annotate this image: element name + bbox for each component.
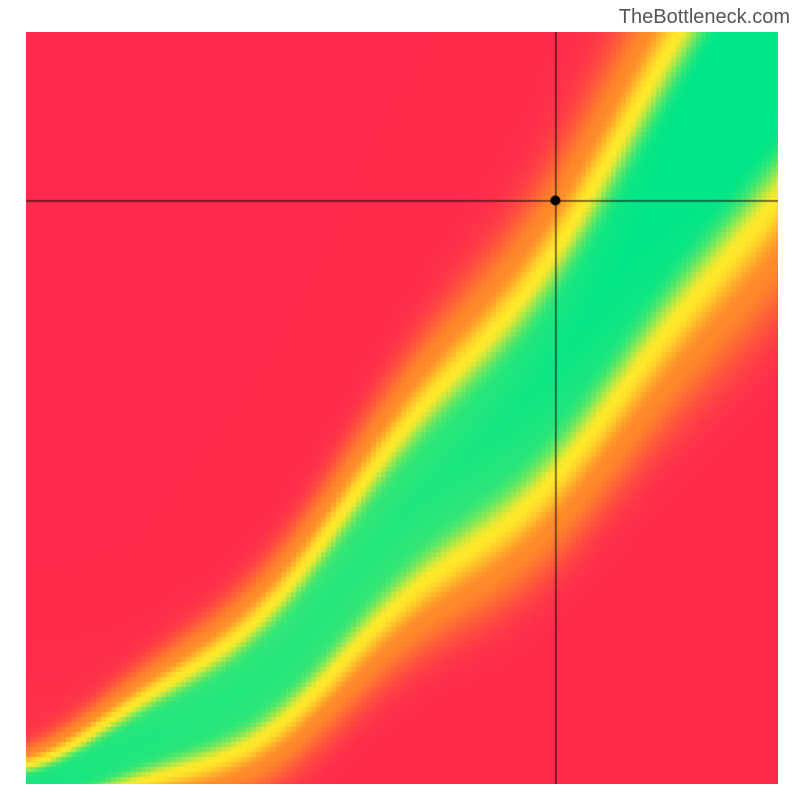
heatmap-canvas <box>26 32 778 784</box>
watermark-text: TheBottleneck.com <box>619 6 790 29</box>
chart-container: TheBottleneck.com <box>0 0 800 800</box>
bottleneck-heatmap <box>26 32 778 784</box>
